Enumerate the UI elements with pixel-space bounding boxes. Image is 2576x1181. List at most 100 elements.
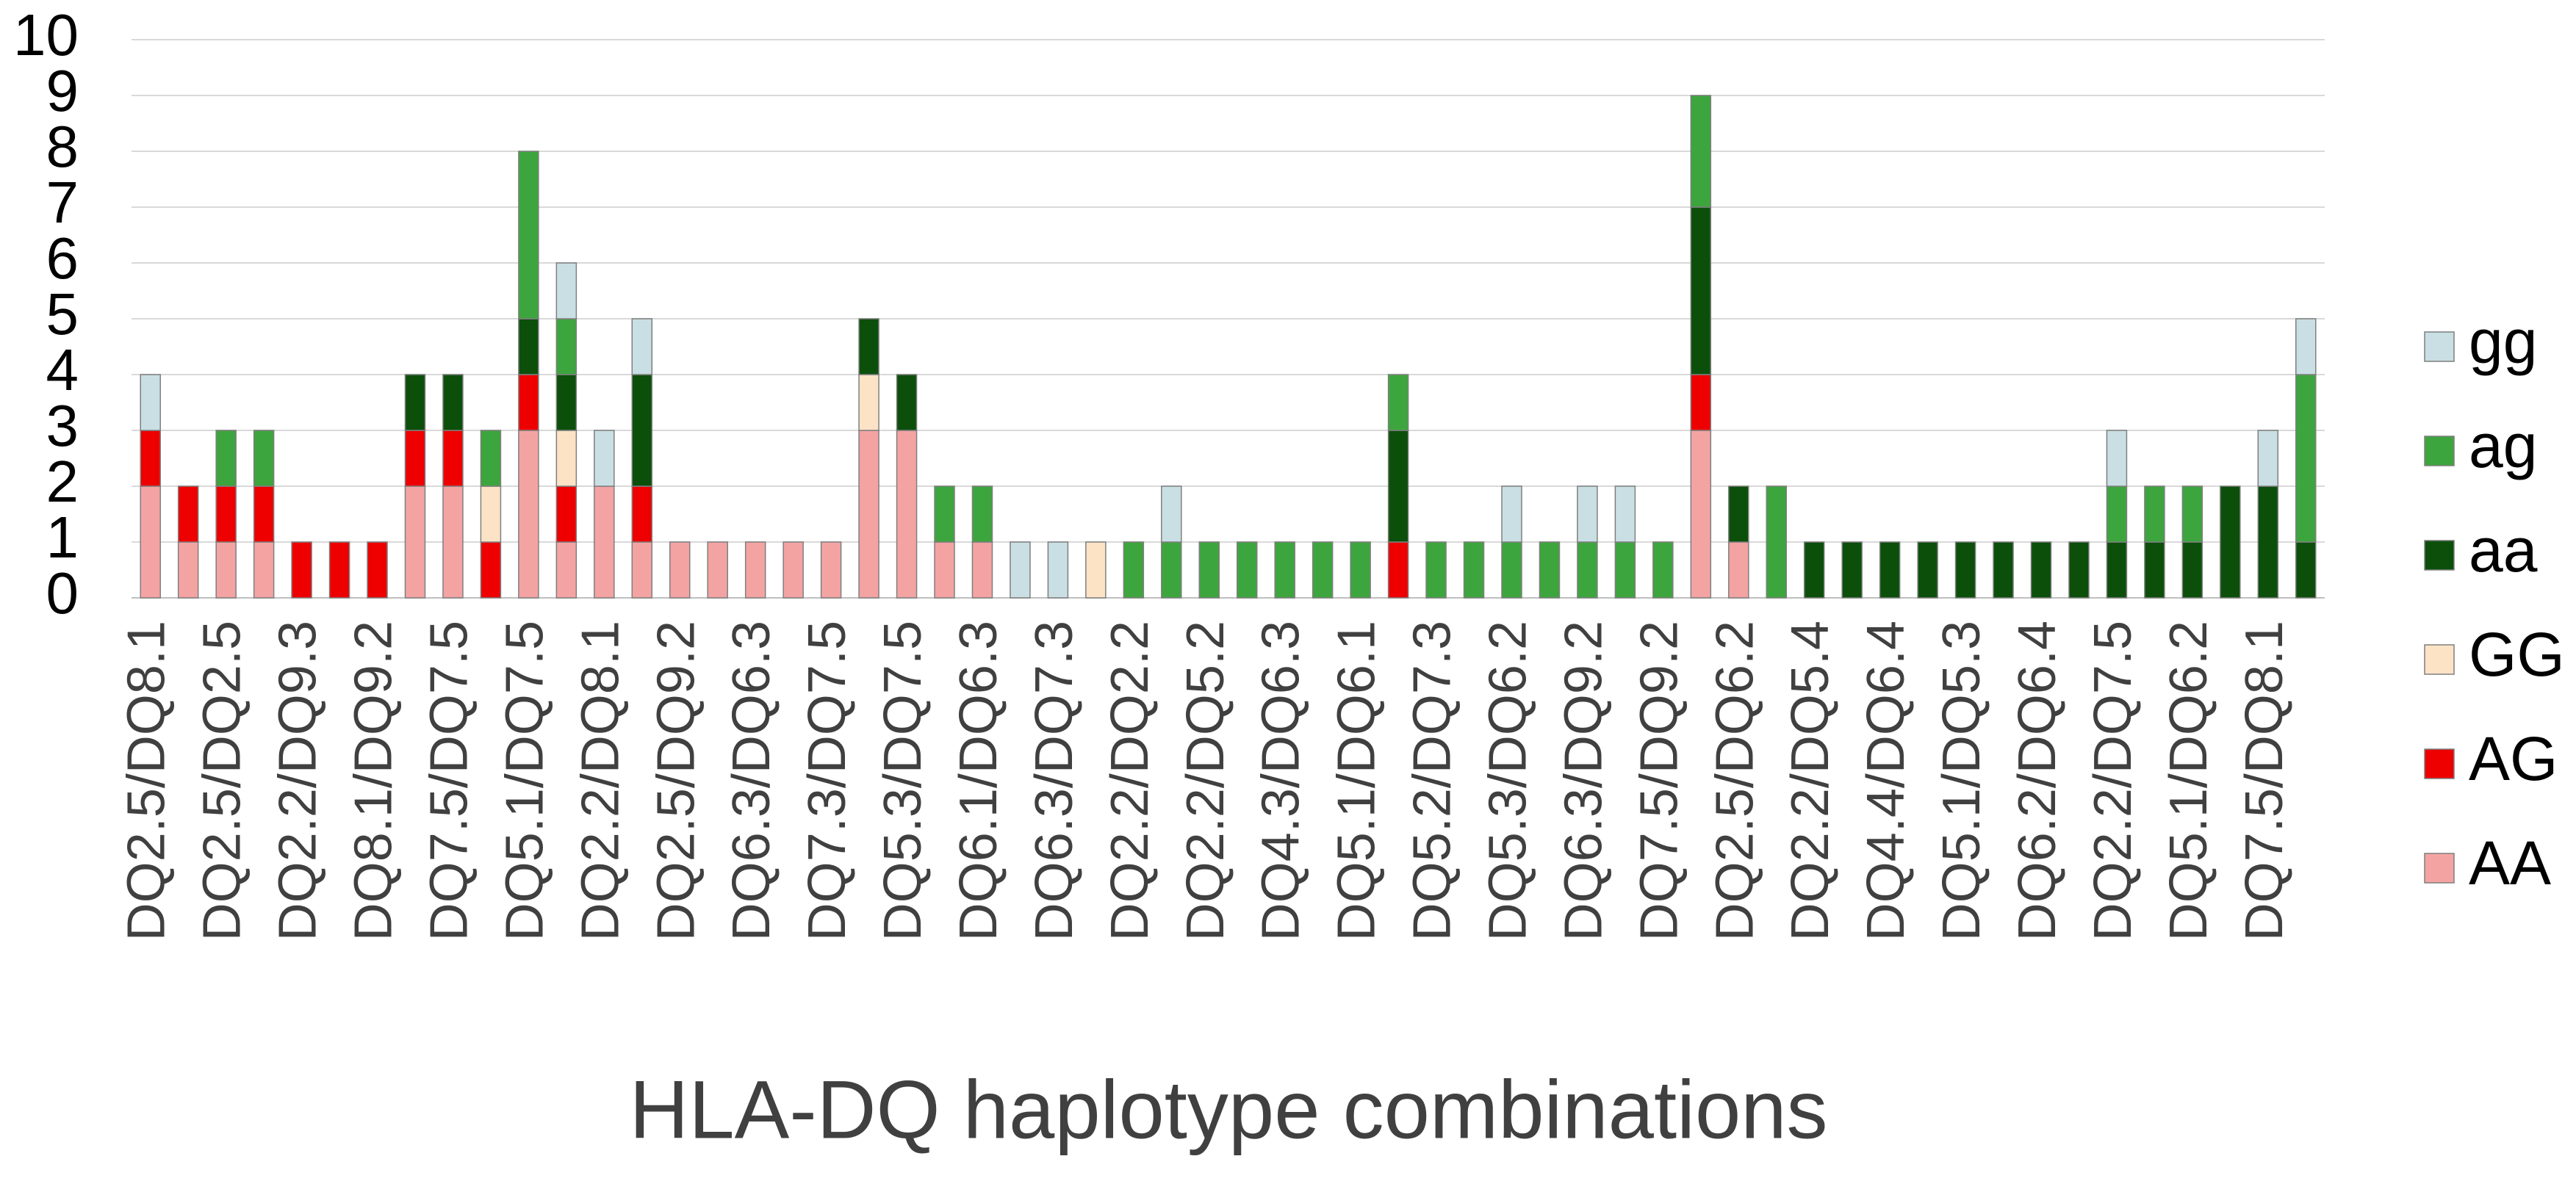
bar-segment bbox=[858, 430, 879, 599]
x-tick-label: DQ5.1/DQ7.5 bbox=[495, 621, 554, 941]
bar-segment bbox=[518, 374, 539, 431]
bar-segment bbox=[1690, 206, 1712, 375]
bar-segment bbox=[2257, 485, 2279, 599]
bar-segment bbox=[2257, 430, 2279, 487]
bar-segment bbox=[1198, 541, 1220, 599]
legend-label: AA bbox=[2469, 828, 2551, 898]
bar-segment bbox=[707, 541, 728, 599]
x-tick-label: DQ5.3/DQ6.2 bbox=[1479, 621, 1538, 941]
bar-segment bbox=[971, 485, 993, 543]
bar-segment bbox=[896, 430, 918, 599]
x-tick-label: DQ7.5/DQ9.2 bbox=[1630, 621, 1688, 941]
bar-segment bbox=[253, 541, 275, 599]
bar-segment bbox=[442, 430, 464, 487]
bar-segment bbox=[140, 374, 161, 431]
bar-segment bbox=[631, 541, 653, 599]
bar-segment bbox=[1085, 541, 1107, 599]
bar-segment bbox=[1463, 541, 1485, 599]
bar-segment bbox=[555, 430, 578, 487]
bar-segment bbox=[177, 541, 199, 599]
x-tick-label: DQ8.1/DQ9.2 bbox=[345, 621, 403, 941]
x-tick-label: DQ2.2/DQ8.1 bbox=[571, 621, 630, 941]
bar-segment bbox=[1161, 541, 1182, 599]
bar-segment bbox=[2181, 485, 2203, 543]
y-tick-label: 2 bbox=[46, 449, 79, 514]
x-tick-label: DQ2.2/DQ9.3 bbox=[269, 621, 328, 941]
bar-segment bbox=[480, 541, 502, 599]
bar-segment bbox=[2030, 541, 2052, 599]
bar-segment bbox=[404, 430, 426, 487]
bar-segment bbox=[820, 541, 842, 599]
legend-label: AG bbox=[2469, 724, 2558, 793]
bar-segment bbox=[215, 541, 237, 599]
bar-segment bbox=[2106, 430, 2128, 487]
x-tick-label: DQ2.2/DQ5.4 bbox=[1781, 621, 1840, 941]
y-tick-label: 0 bbox=[46, 560, 79, 626]
x-tick-label: DQ5.2/DQ7.3 bbox=[1403, 621, 1462, 941]
bar-segment bbox=[2220, 485, 2241, 599]
bar-segment bbox=[1387, 430, 1409, 543]
legend-label: gg bbox=[2469, 307, 2537, 376]
legend-label: GG bbox=[2469, 620, 2565, 689]
x-tick-label: DQ5.3/DQ7.5 bbox=[874, 621, 932, 941]
bar-segment bbox=[555, 262, 578, 319]
bar-segment bbox=[518, 151, 539, 319]
x-tick-label: DQ6.2/DQ6.4 bbox=[2008, 621, 2067, 941]
x-tick-label: DQ2.2/DQ2.2 bbox=[1101, 621, 1159, 941]
bar-segment bbox=[934, 485, 955, 543]
bar-segment bbox=[2144, 541, 2165, 599]
legend-swatch bbox=[2424, 436, 2455, 466]
bar-segment bbox=[631, 318, 653, 375]
y-tick-label: 6 bbox=[46, 225, 79, 291]
bar-segment bbox=[555, 318, 578, 375]
bar-segment bbox=[1577, 485, 1598, 543]
bar-segment bbox=[1728, 541, 1749, 599]
bar-segment bbox=[555, 374, 578, 431]
legend-swatch bbox=[2424, 331, 2455, 362]
y-tick-label: 3 bbox=[46, 393, 79, 458]
bar-segment bbox=[1047, 541, 1069, 599]
bar-segment bbox=[140, 485, 161, 599]
bar-segment bbox=[1766, 485, 1787, 599]
bar-segment bbox=[1954, 541, 1976, 599]
bar-segment bbox=[669, 541, 691, 599]
bar-segment bbox=[177, 485, 199, 543]
bar-segment bbox=[1161, 485, 1182, 543]
bar-segment bbox=[442, 374, 464, 431]
bar-segment bbox=[1387, 374, 1409, 431]
x-tick-label: DQ6.3/DQ6.3 bbox=[722, 621, 781, 941]
bar-segment bbox=[1274, 541, 1295, 599]
bar-segment bbox=[1652, 541, 1674, 599]
bar-segment bbox=[2295, 318, 2317, 375]
bar-segment bbox=[1236, 541, 1258, 599]
bar-segment bbox=[1614, 541, 1636, 599]
bar-segment bbox=[1387, 541, 1409, 599]
x-tick-label: DQ5.1/DQ6.2 bbox=[2159, 621, 2218, 941]
y-tick-label: 7 bbox=[46, 170, 79, 235]
bar-segment bbox=[782, 541, 804, 599]
bar-segment bbox=[896, 374, 918, 431]
bar-segment bbox=[2106, 485, 2128, 543]
bar-segment bbox=[1803, 541, 1825, 599]
legend-swatch bbox=[2424, 853, 2455, 884]
bar-segment bbox=[1123, 541, 1145, 599]
x-tick-label: DQ7.3/DQ7.5 bbox=[798, 621, 857, 941]
x-tick-label: DQ5.1/DQ5.3 bbox=[1932, 621, 1991, 941]
bar-segment bbox=[480, 485, 502, 543]
legend-label: aa bbox=[2469, 516, 2538, 585]
x-tick-label: DQ2.5/DQ8.1 bbox=[118, 621, 176, 941]
x-tick-label: DQ7.5/DQ8.1 bbox=[2235, 621, 2294, 941]
x-tick-label: DQ6.3/DQ9.2 bbox=[1554, 621, 1613, 941]
bar-segment bbox=[442, 485, 464, 599]
bar-segment bbox=[594, 430, 615, 487]
bar-segment bbox=[555, 485, 578, 543]
x-tick-label: DQ2.5/DQ6.2 bbox=[1705, 621, 1764, 941]
bar-segment bbox=[404, 485, 426, 599]
bar-segment bbox=[1614, 485, 1636, 543]
y-tick-label: 9 bbox=[46, 58, 79, 123]
bar-segment bbox=[404, 374, 426, 431]
bar-segment bbox=[140, 430, 161, 487]
bar-segment bbox=[1690, 95, 1712, 208]
bar-segment bbox=[518, 430, 539, 599]
x-tick-label: DQ6.1/DQ6.3 bbox=[949, 621, 1008, 941]
